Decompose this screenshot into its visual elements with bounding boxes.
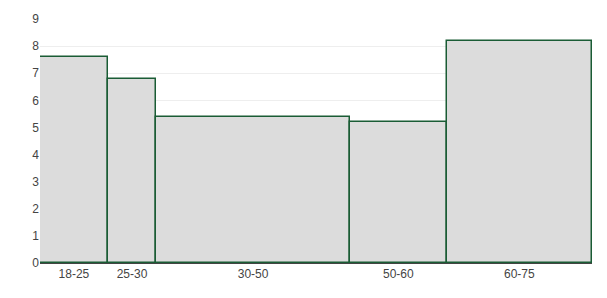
svg-text:5: 5 — [32, 121, 39, 135]
svg-text:25-30: 25-30 — [117, 267, 148, 281]
svg-text:18-25: 18-25 — [59, 267, 90, 281]
svg-text:30-50: 30-50 — [238, 267, 269, 281]
svg-text:7: 7 — [32, 66, 39, 80]
svg-text:1: 1 — [32, 229, 39, 243]
svg-text:4: 4 — [32, 148, 39, 162]
svg-text:0: 0 — [32, 256, 39, 270]
svg-text:50-60: 50-60 — [383, 267, 414, 281]
svg-text:3: 3 — [32, 175, 39, 189]
svg-text:6: 6 — [32, 94, 39, 108]
svg-text:2: 2 — [32, 202, 39, 216]
svg-text:8: 8 — [32, 39, 39, 53]
svg-text:9: 9 — [32, 12, 39, 26]
svg-text:60-75: 60-75 — [504, 267, 535, 281]
